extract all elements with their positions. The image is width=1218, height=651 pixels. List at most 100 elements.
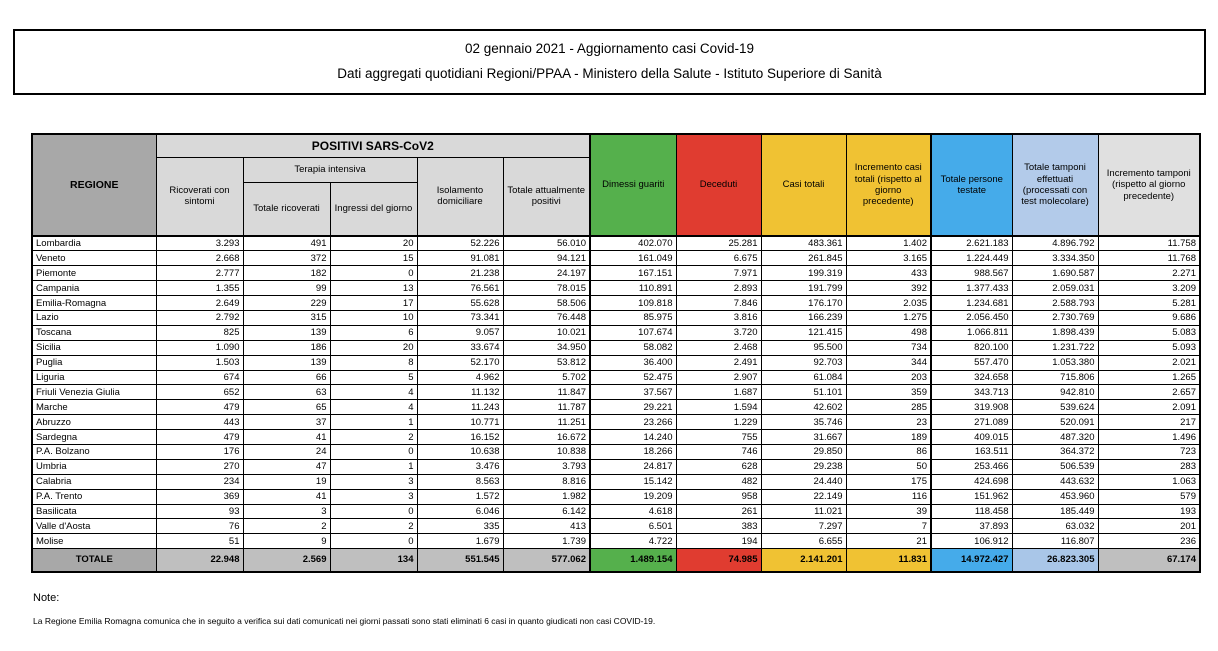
value-cell: 0 (329, 265, 418, 282)
value-cell: 19.209 (589, 488, 677, 505)
value-cell: 8 (329, 354, 418, 371)
value-cell: 270 (155, 458, 244, 475)
value-cell: 6.675 (675, 250, 762, 267)
value-cell: 63 (242, 384, 331, 401)
value-cell: 20 (329, 235, 418, 252)
value-cell: 4 (329, 384, 418, 401)
region-name-cell: Sardegna (31, 429, 157, 445)
value-cell: 76 (155, 518, 244, 535)
value-cell: 11.243 (416, 399, 504, 416)
header-isolamento-domiciliare: Isolamento domiciliare (416, 156, 504, 237)
value-cell: 4.896.792 (1011, 235, 1099, 252)
value-cell: 1.503 (155, 354, 244, 371)
value-cell: 344 (845, 354, 932, 371)
table-row: Emilia-Romagna 2.649 229 17 55.628 58.506 109.… (31, 295, 1201, 311)
value-cell: 199.319 (760, 265, 847, 282)
value-cell: 5.702 (502, 369, 591, 386)
table-row: Marche 479 65 4 11.243 11.787 29.221 1.594 42.60… (31, 399, 1201, 416)
value-cell: 10.838 (502, 443, 591, 460)
value-cell: 8.816 (502, 473, 591, 490)
value-cell: 0 (329, 533, 418, 550)
region-name-cell: Lazio (31, 309, 157, 326)
value-cell: 193 (1097, 503, 1201, 520)
value-cell: 392 (845, 280, 932, 297)
value-cell: 2.091 (1097, 399, 1201, 416)
value-cell: 0 (329, 443, 418, 460)
value-cell: 33.674 (416, 339, 504, 356)
region-name-cell: Abruzzo (31, 414, 157, 431)
value-cell: 9 (242, 533, 331, 550)
value-cell: 161.049 (589, 250, 677, 267)
region-name-cell: Basilicata (31, 503, 157, 520)
value-cell: 2.271 (1097, 265, 1201, 282)
header-deceduti: Deceduti (675, 133, 762, 237)
value-cell: 37.893 (930, 518, 1013, 535)
value-cell: 3.334.350 (1011, 250, 1099, 267)
title-box: 02 gennaio 2021 - Aggiornamento casi Cov… (13, 29, 1206, 95)
table-row: Campania 1.355 99 13 76.561 78.015 110.891 2.89… (31, 280, 1201, 297)
value-cell: 37.567 (589, 384, 677, 401)
value-cell: 2.621.183 (930, 235, 1013, 252)
value-cell: 34.950 (502, 339, 591, 356)
value-cell: 7.297 (760, 518, 847, 535)
region-name-cell: Sicilia (31, 339, 157, 356)
value-cell: 166.239 (760, 309, 847, 326)
value-cell: 10.021 (502, 324, 591, 341)
value-cell: 51.101 (760, 384, 847, 401)
header-ricoverati-con-sintomi: Ricoverati con sintomi (155, 156, 244, 237)
value-cell: 8.563 (416, 473, 504, 490)
value-cell: 3.476 (416, 458, 504, 475)
value-cell: 107.674 (589, 324, 677, 341)
value-cell: 2.893 (675, 280, 762, 297)
value-cell: 36.400 (589, 354, 677, 371)
value-cell: 520.091 (1011, 414, 1099, 431)
value-cell: 734 (845, 339, 932, 356)
value-cell: 2.056.450 (930, 309, 1013, 326)
value-cell: 93 (155, 503, 244, 520)
value-cell: 253.466 (930, 458, 1013, 475)
value-cell: 167.151 (589, 265, 677, 282)
value-cell: 52.170 (416, 354, 504, 371)
value-cell: 110.891 (589, 280, 677, 297)
value-cell: 5.083 (1097, 324, 1201, 341)
value-cell: 11.768 (1097, 250, 1201, 267)
value-cell: 506.539 (1011, 458, 1099, 475)
value-cell: 383 (675, 518, 762, 535)
value-cell: 942.810 (1011, 384, 1099, 401)
value-cell: 1.063 (1097, 473, 1201, 490)
value-cell: 58.082 (589, 339, 677, 356)
value-cell: 47 (242, 458, 331, 475)
value-cell: 3.793 (502, 458, 591, 475)
value-cell: 116 (845, 488, 932, 505)
value-cell: 52.475 (589, 369, 677, 386)
value-cell: 109.818 (589, 295, 677, 311)
title-line-1: 02 gennaio 2021 - Aggiornamento casi Cov… (465, 40, 754, 56)
value-cell: 118.458 (930, 503, 1013, 520)
value-cell: 175 (845, 473, 932, 490)
region-name-cell: Veneto (31, 250, 157, 267)
value-cell: 176 (155, 443, 244, 460)
value-cell: 1.898.439 (1011, 324, 1099, 341)
region-name-cell: Puglia (31, 354, 157, 371)
value-cell: 6.655 (760, 533, 847, 550)
title-line-2: Dati aggregati quotidiani Regioni/PPAA -… (337, 66, 882, 82)
value-cell: 1.690.587 (1011, 265, 1099, 282)
value-cell: 2.649 (155, 295, 244, 311)
value-cell: 1.982 (502, 488, 591, 505)
value-cell: 41 (242, 488, 331, 505)
value-cell: 51 (155, 533, 244, 550)
value-cell: 10.771 (416, 414, 504, 431)
value-cell: 29.238 (760, 458, 847, 475)
value-cell: 1.229 (675, 414, 762, 431)
value-cell: 479 (155, 429, 244, 445)
value-cell: 35.746 (760, 414, 847, 431)
value-cell: 11.251 (502, 414, 591, 431)
value-cell: 18.266 (589, 443, 677, 460)
value-cell: 343.713 (930, 384, 1013, 401)
value-cell: 3.165 (845, 250, 932, 267)
value-cell: 7.846 (675, 295, 762, 311)
value-cell: 498 (845, 324, 932, 341)
value-cell: 186 (242, 339, 331, 356)
table-row: P.A. Trento 369 41 3 1.572 1.982 19.209 958 22.1… (31, 488, 1201, 505)
value-cell: 61.084 (760, 369, 847, 386)
